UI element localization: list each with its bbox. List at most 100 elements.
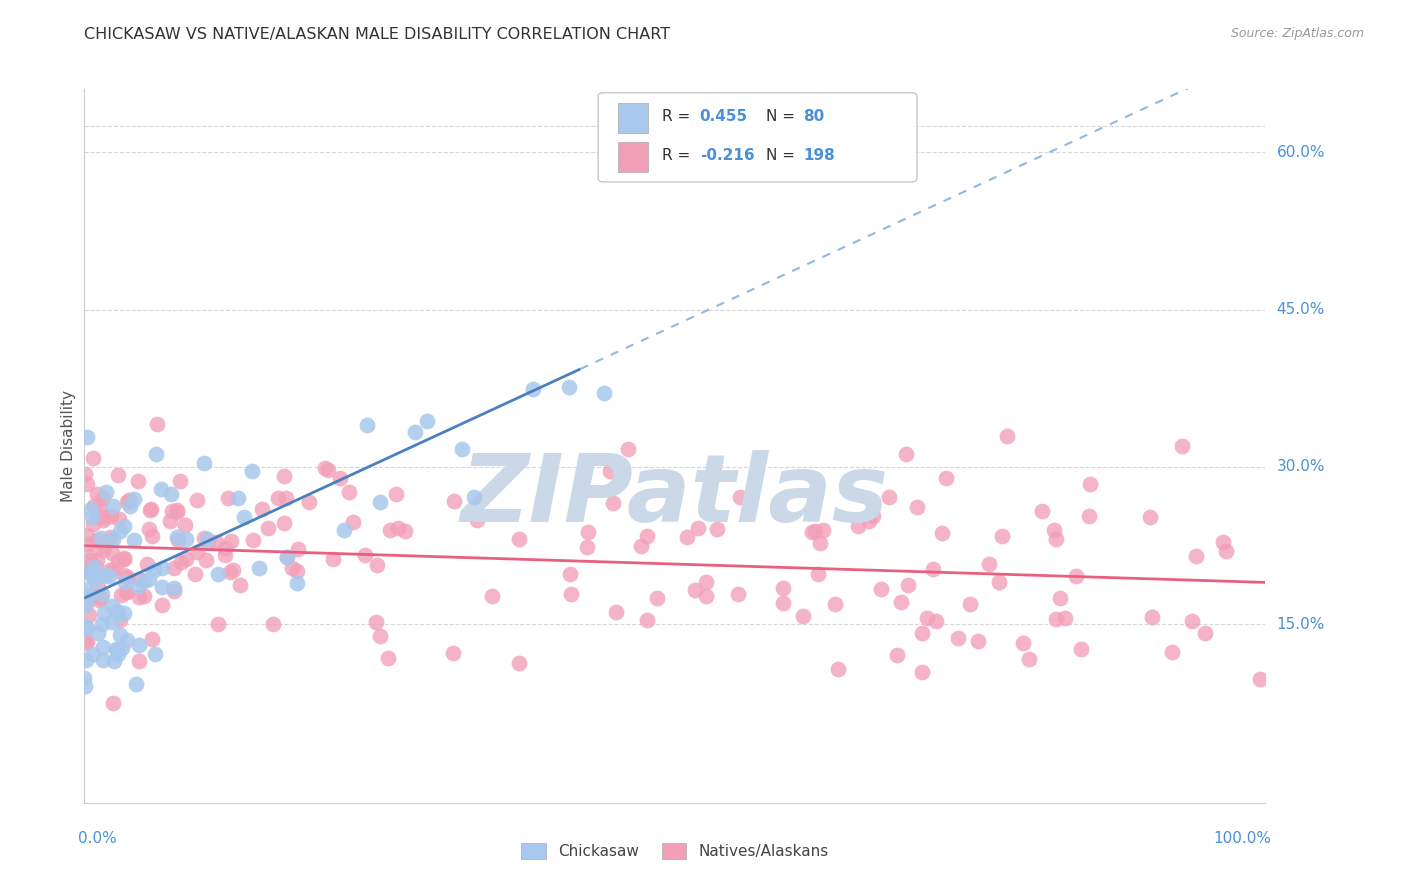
Point [356, 418, 378, 433]
Point [285, 576, 308, 591]
FancyBboxPatch shape [619, 142, 648, 172]
Point [91, 640, 114, 655]
Point [141, 632, 163, 646]
Point [110, 588, 132, 602]
Point [368, 495, 391, 509]
Point [465, 513, 488, 527]
Point [378, 523, 401, 537]
Point [416, 415, 439, 429]
Point [90, 616, 112, 631]
Point [184, 567, 207, 582]
Point [991, 529, 1014, 543]
Point [1054, 610, 1077, 624]
Point [93, 607, 115, 621]
Point [298, 495, 321, 509]
Point [1070, 642, 1092, 657]
Point [143, 563, 166, 577]
Point [630, 539, 652, 553]
Point [139, 503, 162, 517]
Point [195, 553, 218, 567]
Point [1194, 626, 1216, 640]
Point [79, 549, 101, 563]
Point [683, 582, 706, 597]
Point [846, 519, 869, 533]
Point [169, 474, 191, 488]
Point [285, 564, 308, 578]
Point [219, 566, 242, 580]
Point [931, 525, 953, 540]
Point [443, 493, 465, 508]
Point [915, 610, 938, 624]
Point [226, 491, 249, 505]
Point [167, 533, 190, 547]
Point [959, 597, 981, 611]
Text: ZIPatlas: ZIPatlas [461, 450, 889, 542]
Text: R =: R = [662, 148, 695, 163]
Point [75, 620, 97, 634]
Point [138, 522, 160, 536]
Point [575, 541, 598, 555]
Point [125, 677, 148, 691]
Point [522, 382, 544, 396]
Point [247, 561, 270, 575]
Point [75, 582, 97, 597]
Point [560, 567, 582, 582]
Point [115, 632, 138, 647]
Point [89, 500, 111, 514]
Point [80, 510, 103, 524]
Point [138, 572, 160, 586]
Point [128, 638, 150, 652]
Point [560, 587, 582, 601]
Text: N =: N = [766, 148, 800, 163]
Point [91, 653, 114, 667]
Point [576, 524, 599, 539]
Legend: Chickasaw, Natives/Alaskans: Chickasaw, Natives/Alaskans [513, 835, 837, 866]
Point [695, 590, 717, 604]
Point [647, 591, 669, 606]
FancyBboxPatch shape [619, 103, 648, 133]
Point [105, 642, 128, 657]
Point [240, 464, 263, 478]
Point [86, 626, 108, 640]
Point [107, 648, 129, 662]
Point [377, 651, 399, 665]
Point [77, 607, 100, 622]
Point [557, 380, 579, 394]
Point [250, 502, 273, 516]
Point [105, 643, 128, 657]
Text: -0.216: -0.216 [700, 148, 754, 163]
Point [801, 524, 824, 539]
Point [807, 567, 830, 582]
Point [166, 506, 188, 520]
Point [115, 570, 138, 584]
Point [686, 521, 709, 535]
Point [221, 533, 243, 548]
Point [128, 572, 150, 586]
Point [1139, 509, 1161, 524]
Point [150, 482, 173, 496]
Point [91, 491, 114, 505]
Point [174, 518, 197, 533]
Point [262, 617, 284, 632]
Point [1171, 439, 1194, 453]
Point [93, 510, 115, 524]
Point [1212, 535, 1234, 549]
Point [276, 549, 298, 564]
Point [924, 614, 946, 628]
Point [441, 646, 464, 660]
Point [1249, 672, 1271, 686]
Point [86, 487, 108, 501]
Point [75, 679, 97, 693]
FancyBboxPatch shape [598, 93, 917, 182]
Point [1031, 504, 1053, 518]
Point [150, 561, 173, 575]
Point [877, 490, 900, 504]
Point [605, 606, 627, 620]
Point [76, 528, 98, 542]
Point [75, 653, 97, 667]
Point [117, 494, 139, 508]
Point [193, 456, 215, 470]
Point [87, 593, 110, 607]
Point [966, 633, 988, 648]
Point [599, 464, 621, 478]
